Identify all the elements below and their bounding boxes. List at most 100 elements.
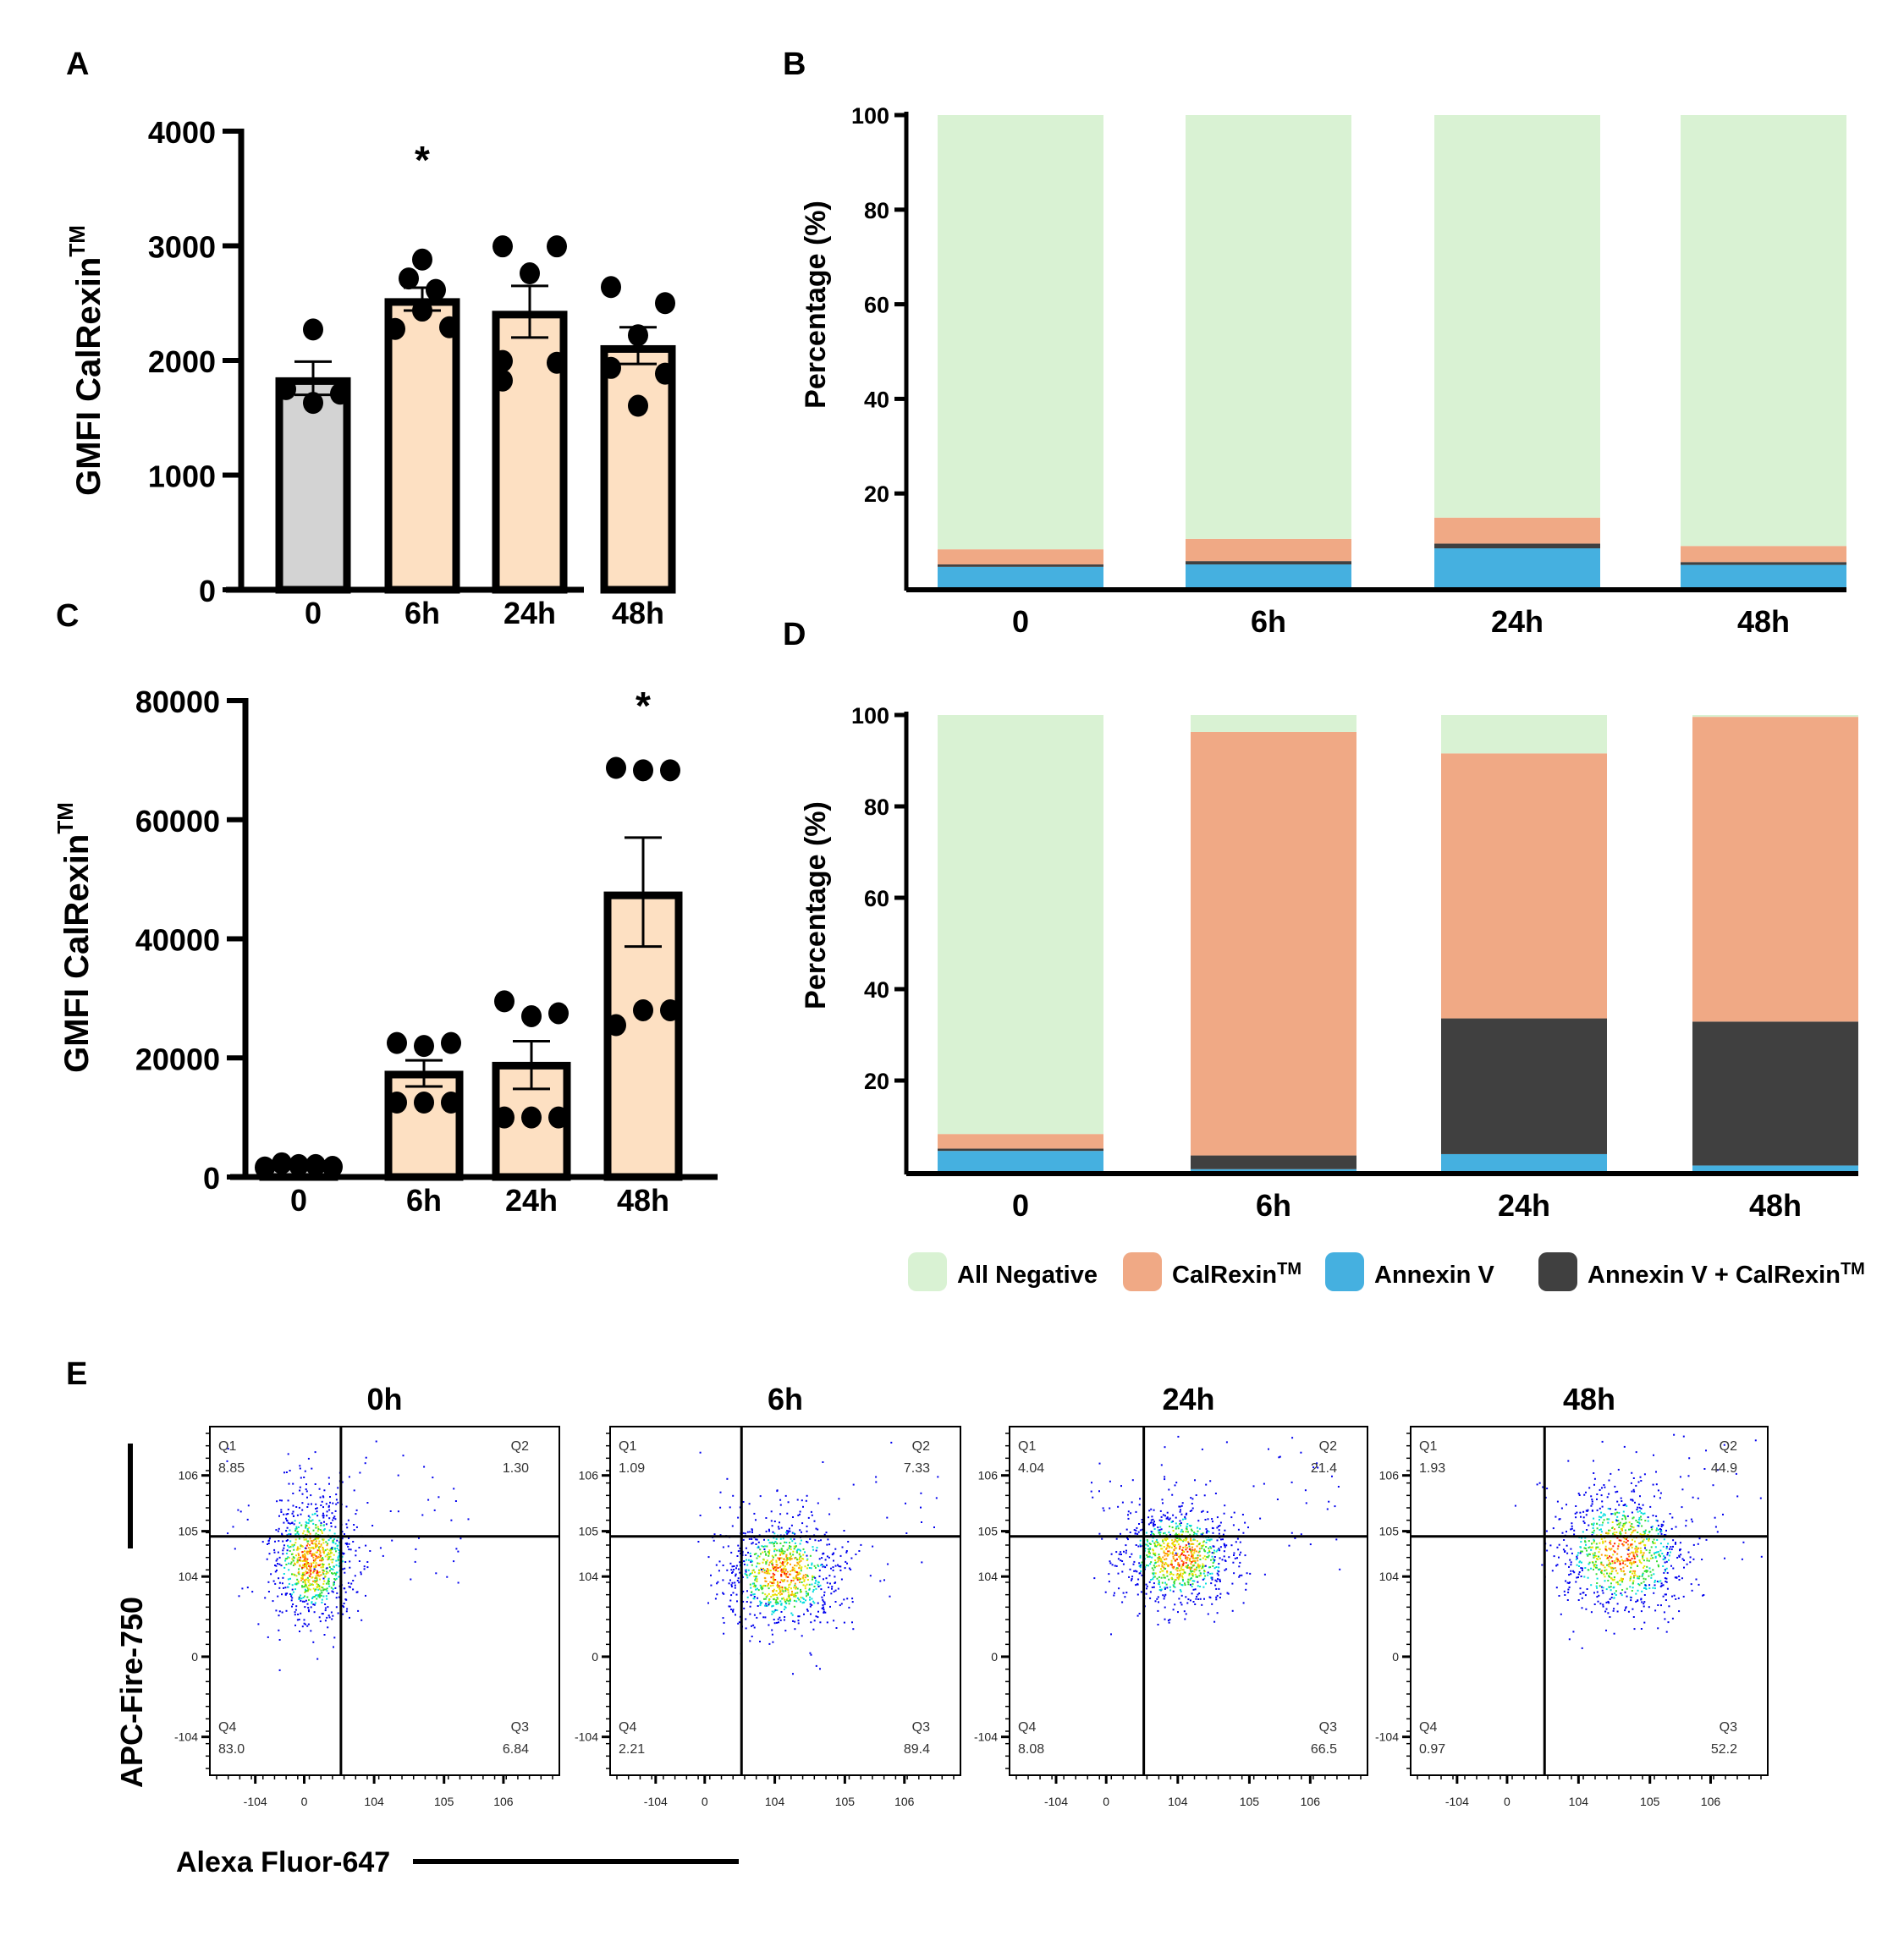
event-dot: [343, 1606, 345, 1609]
event-dot: [1641, 1590, 1643, 1592]
event-dot: [1611, 1526, 1614, 1529]
event-dot: [1189, 1549, 1191, 1551]
event-dot: [1625, 1606, 1627, 1609]
event-dot: [1630, 1499, 1632, 1501]
event-dot: [241, 1587, 244, 1590]
event-dot: [314, 1538, 316, 1541]
event-dot: [1600, 1528, 1602, 1531]
event-dot: [1134, 1532, 1136, 1535]
event-dot: [779, 1543, 782, 1544]
event-dot: [781, 1598, 784, 1600]
event-dot: [308, 1526, 311, 1529]
event-dot: [346, 1542, 349, 1544]
event-dot: [315, 1551, 317, 1554]
event-dot: [1189, 1533, 1191, 1536]
event-dot: [779, 1548, 781, 1551]
event-dot: [338, 1565, 340, 1568]
event-dot-outlier: [1627, 1548, 1630, 1551]
event-dot: [1650, 1526, 1653, 1528]
event-dot: [1631, 1490, 1633, 1493]
event-dot: [1166, 1554, 1169, 1557]
event-dot: [805, 1574, 807, 1576]
event-dot: [317, 1528, 320, 1530]
event-dot: [1614, 1562, 1616, 1565]
event-dot: [1588, 1524, 1590, 1526]
event-dot: [1179, 1545, 1181, 1548]
event-dot-outlier: [1098, 1462, 1101, 1465]
quadrant-q2-name: Q2: [1720, 1439, 1737, 1454]
event-dot: [745, 1627, 747, 1630]
event-dot: [1188, 1574, 1191, 1576]
event-dot-outlier: [852, 1483, 855, 1486]
event-dot-outlier: [883, 1579, 885, 1581]
event-dot: [1166, 1516, 1169, 1519]
event-dot: [324, 1549, 327, 1552]
event-dot: [785, 1559, 788, 1561]
event-dot: [730, 1586, 733, 1587]
event-dot: [1197, 1530, 1199, 1532]
event-dot: [1158, 1543, 1161, 1545]
event-dot: [1652, 1483, 1654, 1486]
event-dot: [1617, 1545, 1620, 1548]
event-dot: [1595, 1548, 1598, 1550]
event-dot-outlier: [1698, 1537, 1701, 1540]
event-dot: [1189, 1560, 1191, 1563]
event-dot: [297, 1533, 300, 1536]
event-dot: [1164, 1537, 1166, 1540]
event-dot: [806, 1592, 808, 1595]
event-dot: [1623, 1504, 1626, 1506]
event-dot: [282, 1553, 284, 1555]
quadrant-q3-percent: 52.2: [1711, 1742, 1737, 1757]
event-dot: [782, 1553, 784, 1555]
stacked-segment-annexin-v-calrexin: [1692, 1021, 1858, 1166]
event-dot: [1620, 1497, 1622, 1499]
event-dot: [299, 1489, 301, 1492]
event-dot: [1153, 1572, 1155, 1575]
event-dot: [338, 1552, 340, 1554]
event-dot-outlier: [776, 1489, 779, 1492]
event-dot: [810, 1653, 812, 1656]
event-dot: [1635, 1592, 1637, 1595]
event-dot: [1625, 1521, 1627, 1524]
event-dot: [773, 1593, 776, 1596]
event-dot: [796, 1499, 799, 1501]
event-dot-outlier: [1309, 1543, 1312, 1546]
event-dot: [789, 1599, 791, 1601]
event-dot: [1602, 1542, 1604, 1543]
event-dot-outlier: [1760, 1555, 1763, 1558]
event-dot-outlier: [410, 1578, 412, 1581]
event-dot: [1637, 1576, 1638, 1578]
event-dot-outlier: [423, 1466, 426, 1468]
event-dot-outlier: [1735, 1472, 1737, 1475]
event-dot: [786, 1530, 789, 1532]
event-dot: [820, 1588, 823, 1591]
event-dot: [801, 1635, 803, 1637]
event-dot: [1650, 1546, 1653, 1548]
event-dot: [775, 1590, 778, 1592]
event-dot: [1605, 1569, 1608, 1571]
significance-star: *: [415, 138, 430, 182]
event-dot: [1199, 1572, 1202, 1575]
event-dot: [1580, 1576, 1582, 1577]
event-dot: [869, 1575, 872, 1577]
quadrant-q4-percent: 8.08: [1018, 1742, 1044, 1757]
event-dot: [1629, 1561, 1632, 1564]
event-dot: [1692, 1543, 1695, 1546]
y-tick-label: 105: [1379, 1525, 1400, 1538]
event-dot: [308, 1565, 311, 1567]
event-dot: [1193, 1568, 1196, 1570]
event-dot: [328, 1556, 331, 1559]
event-dot: [1662, 1558, 1665, 1560]
event-dot: [775, 1559, 778, 1562]
event-dot: [283, 1573, 285, 1575]
event-dot: [318, 1587, 321, 1590]
event-dot: [294, 1528, 297, 1530]
event-dot: [1142, 1528, 1143, 1531]
event-dot: [780, 1592, 783, 1595]
event-dot-outlier: [726, 1477, 729, 1480]
quadrant-q2-percent: 1.30: [503, 1461, 529, 1476]
event-dot: [785, 1598, 788, 1601]
event-dot: [1619, 1532, 1621, 1535]
event-dot: [1218, 1570, 1220, 1573]
event-dot: [337, 1556, 339, 1559]
